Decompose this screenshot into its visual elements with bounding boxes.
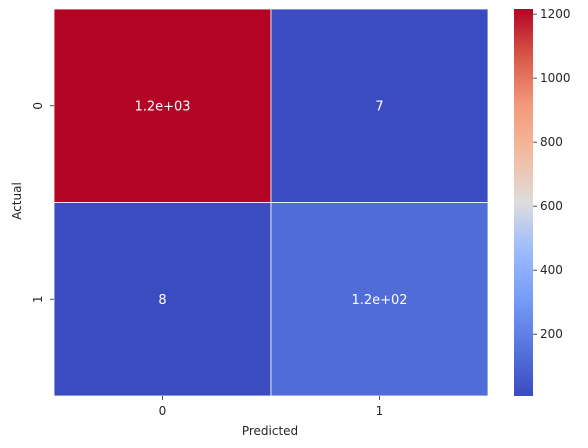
colorbar-tick-label: 600 (540, 199, 563, 213)
colorbar-tick-label: 200 (540, 327, 563, 341)
heatmap-cells (53, 8, 489, 397)
y-axis-ticks: 01 (31, 102, 54, 303)
heatmap-cell (270, 8, 489, 203)
x-tick-label: 0 (159, 404, 167, 418)
colorbar-tick-label: 1200 (540, 7, 571, 21)
y-tick-label: 1 (31, 295, 45, 303)
cell-annotation: 7 (375, 99, 383, 114)
colorbar (514, 9, 533, 396)
colorbar-tick-label: 1000 (540, 71, 571, 85)
cell-annotation: 1.2e+02 (351, 293, 407, 308)
heatmap-cell-labels: 1.2e+03 7 8 1.2e+02 (134, 99, 407, 308)
cell-annotation: 8 (158, 293, 166, 308)
colorbar-tick-label: 400 (540, 263, 563, 277)
x-axis-label: Predicted (242, 424, 298, 438)
heatmap-cell (53, 202, 272, 397)
heatmap-cell (53, 8, 272, 203)
y-tick-label: 0 (31, 102, 45, 110)
y-axis-label: Actual (10, 182, 24, 220)
x-tick-label: 1 (376, 404, 384, 418)
cell-annotation: 1.2e+03 (134, 99, 190, 114)
colorbar-tick-label: 800 (540, 135, 563, 149)
heatmap-cell (270, 202, 489, 397)
colorbar-ticks: 200 400 600 800 1000 1200 (533, 7, 571, 341)
